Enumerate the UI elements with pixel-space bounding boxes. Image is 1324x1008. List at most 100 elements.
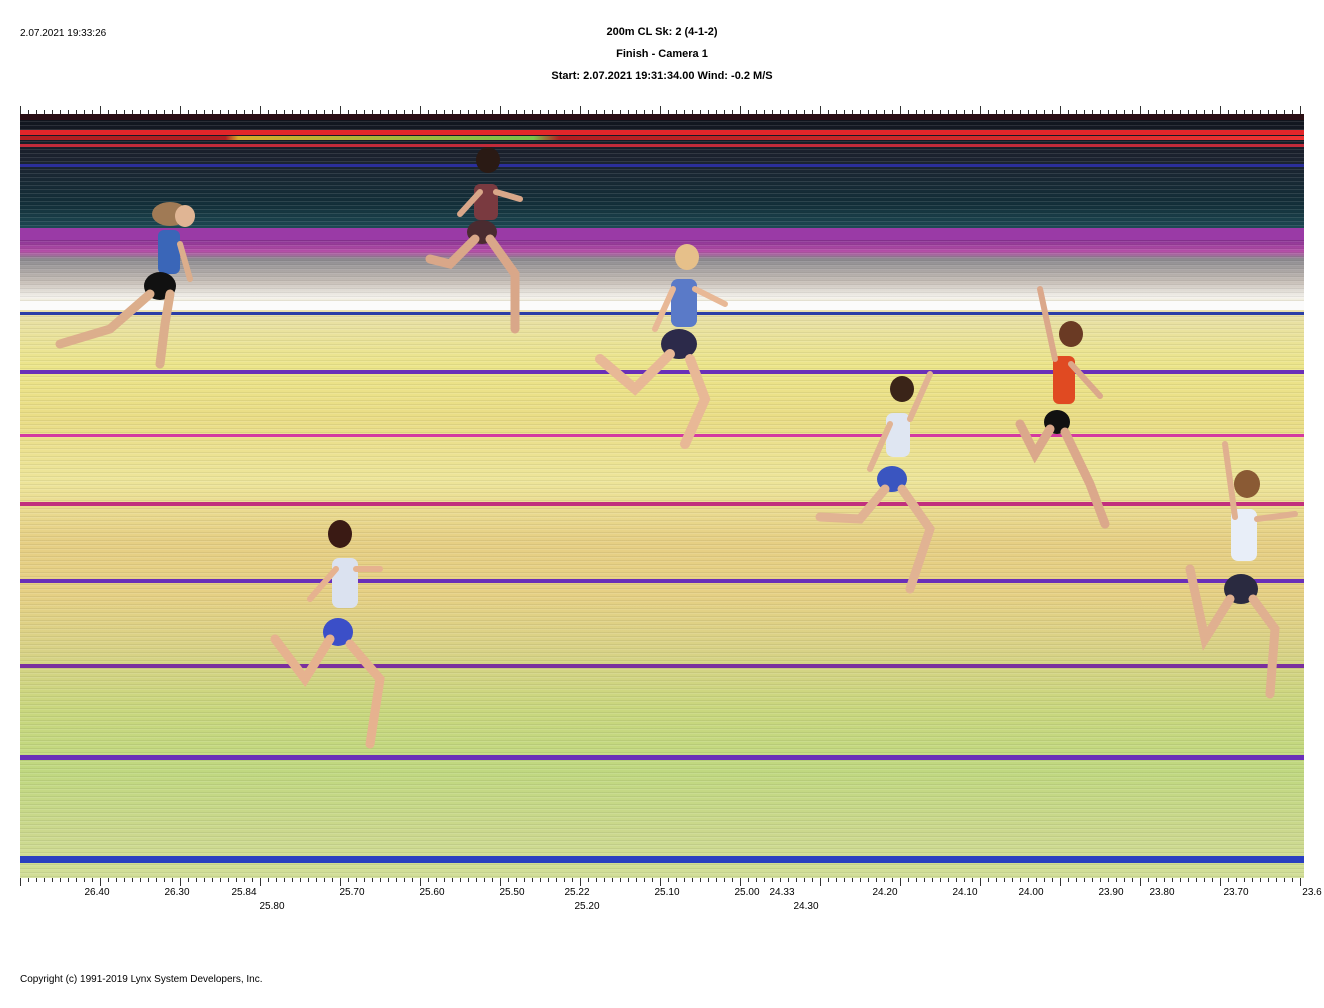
ruler-tick xyxy=(748,110,749,114)
ruler-tick xyxy=(620,878,621,882)
ruler-tick xyxy=(516,110,517,114)
ruler-tick xyxy=(924,878,925,882)
ruler-tick xyxy=(348,878,349,882)
ruler-tick xyxy=(892,110,893,114)
ruler-tick xyxy=(564,110,565,114)
race-title: 200m CL Sk: 2 (4-1-2) xyxy=(606,26,718,38)
ruler-tick xyxy=(148,110,149,114)
ruler-tick xyxy=(28,878,29,882)
ruler-tick xyxy=(1108,110,1109,114)
ruler-tick xyxy=(308,878,309,882)
lane-line xyxy=(20,755,1304,760)
ruler-tick xyxy=(148,878,149,882)
ruler-tick xyxy=(460,110,461,114)
ruler-tick xyxy=(236,878,237,882)
streak xyxy=(20,114,1304,120)
ruler-tick xyxy=(1276,110,1277,114)
ruler-tick xyxy=(532,878,533,882)
ruler-tick xyxy=(300,110,301,114)
runner-lane-5[interactable] xyxy=(1005,284,1125,544)
ruler-tick xyxy=(52,110,53,114)
ruler-tick xyxy=(700,110,701,114)
ruler-tick xyxy=(556,878,557,882)
ruler-tick xyxy=(540,878,541,882)
ruler-tick xyxy=(100,878,101,886)
time-label: 26.30 xyxy=(164,887,190,898)
runner-lane-7[interactable] xyxy=(1185,439,1304,704)
ruler-tick xyxy=(212,878,213,882)
ruler-tick xyxy=(60,878,61,882)
ruler-tick xyxy=(1220,106,1221,114)
ruler-tick xyxy=(1028,110,1029,114)
ruler-tick xyxy=(172,878,173,882)
ruler-tick xyxy=(636,878,637,882)
ruler-tick xyxy=(844,110,845,114)
ruler-tick xyxy=(308,110,309,114)
ruler-tick xyxy=(596,878,597,882)
ruler-tick xyxy=(1124,110,1125,114)
ruler-tick xyxy=(580,878,581,886)
ruler-tick xyxy=(948,110,949,114)
ruler-tick xyxy=(1244,878,1245,882)
ruler-tick xyxy=(1076,878,1077,882)
ruler-tick xyxy=(772,110,773,114)
ruler-tick xyxy=(68,110,69,114)
ruler-tick xyxy=(1148,110,1149,114)
ruler-tick xyxy=(1172,110,1173,114)
ruler-tick xyxy=(436,878,437,882)
time-label: 25.20 xyxy=(574,901,600,912)
ruler-tick xyxy=(1116,878,1117,882)
ruler-tick xyxy=(732,110,733,114)
ruler-tick xyxy=(676,110,677,114)
runner-lane-2[interactable] xyxy=(420,144,540,339)
ruler-tick xyxy=(404,878,405,882)
ruler-tick xyxy=(492,878,493,882)
ruler-tick xyxy=(508,110,509,114)
start-wind-info: Start: 2.07.2021 19:31:34.00 Wind: -0.2 … xyxy=(551,70,773,82)
ruler-tick xyxy=(956,110,957,114)
ruler-tick xyxy=(300,878,301,882)
ruler-tick xyxy=(1228,110,1229,114)
ruler-tick xyxy=(892,878,893,882)
ruler-tick xyxy=(932,110,933,114)
ruler-tick xyxy=(116,110,117,114)
ruler-tick xyxy=(1164,878,1165,882)
ruler-tick xyxy=(644,110,645,114)
runner-lane-1[interactable] xyxy=(40,194,200,374)
ruler-tick xyxy=(1212,878,1213,882)
ruler-tick xyxy=(724,110,725,114)
runner-lane-6[interactable] xyxy=(270,514,410,754)
ruler-tick xyxy=(1116,110,1117,114)
time-label: 25.60 xyxy=(419,887,445,898)
ruler-tick xyxy=(396,878,397,882)
ruler-tick xyxy=(780,878,781,882)
ruler-tick xyxy=(588,110,589,114)
ruler-tick xyxy=(612,878,613,882)
time-label: 25.22 xyxy=(564,887,590,898)
ruler-tick xyxy=(492,110,493,114)
ruler-tick xyxy=(340,878,341,886)
time-label: 23.6 xyxy=(1302,887,1322,898)
ruler-tick xyxy=(868,110,869,114)
ruler-tick xyxy=(260,878,261,886)
ruler-tick xyxy=(212,110,213,114)
ruler-tick xyxy=(812,110,813,114)
ruler-tick xyxy=(1180,878,1181,882)
ruler-tick xyxy=(868,878,869,882)
ruler-tick xyxy=(412,878,413,882)
photo-finish-image[interactable] xyxy=(20,114,1304,878)
ruler-tick xyxy=(236,110,237,114)
time-label: 25.50 xyxy=(499,887,525,898)
ruler-tick xyxy=(52,878,53,882)
ruler-tick xyxy=(980,878,981,886)
runner-lane-4[interactable] xyxy=(810,369,950,599)
ruler-tick xyxy=(204,110,205,114)
ruler-tick xyxy=(836,110,837,114)
ruler-tick xyxy=(1052,110,1053,114)
time-label: 23.70 xyxy=(1223,887,1249,898)
ruler-tick xyxy=(452,878,453,882)
ruler-tick xyxy=(548,110,549,114)
ruler-tick xyxy=(676,878,677,882)
time-label: 24.20 xyxy=(872,887,898,898)
runner-lane-3[interactable] xyxy=(595,239,735,454)
